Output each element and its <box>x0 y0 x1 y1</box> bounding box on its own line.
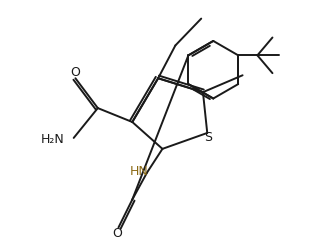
Text: H₂N: H₂N <box>40 133 64 146</box>
Text: S: S <box>204 131 213 144</box>
Text: O: O <box>112 227 122 240</box>
Text: O: O <box>71 66 80 79</box>
Text: HN: HN <box>130 165 149 178</box>
